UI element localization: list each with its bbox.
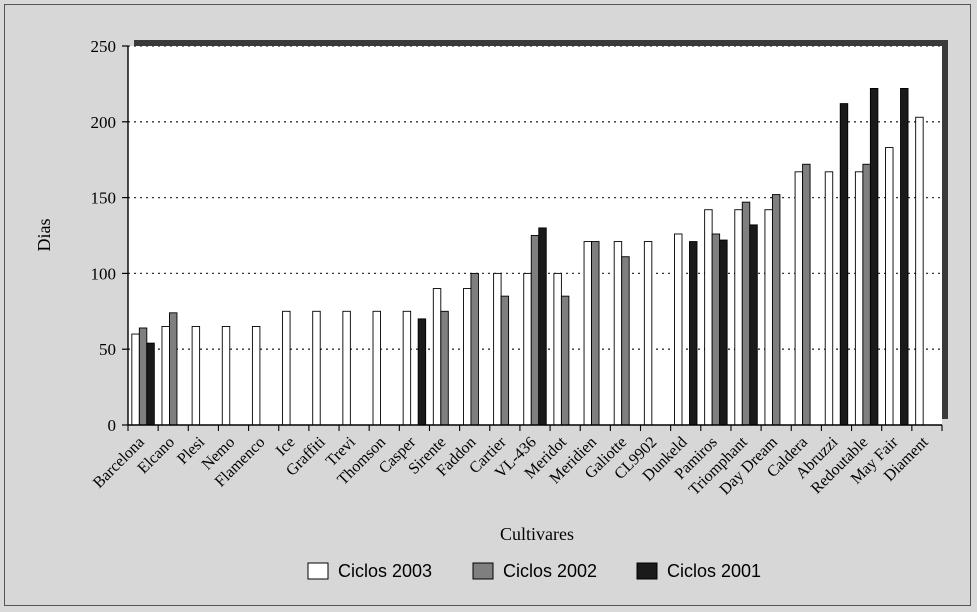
legend-label-ciclos-2003: Ciclos 2003 (338, 561, 432, 581)
bar-ciclos-2003-pamiros (704, 209, 713, 426)
y-axis-title: Dias (34, 219, 54, 252)
legend-label-ciclos-2001: Ciclos 2001 (667, 561, 761, 581)
bar-ciclos-2002-meridot (560, 295, 570, 426)
bar-ciclos-2003-triomphant (734, 209, 743, 426)
bar-ciclos-2003-sirente (432, 288, 442, 426)
bar-ciclos-2003-flamenco (251, 326, 261, 426)
bar-ciclos-2003-galiotte (613, 241, 623, 426)
bar-ciclos-2003-meridien (583, 241, 592, 426)
legend-swatch-ciclos-2001 (636, 562, 658, 580)
bar-ciclos-2002-day-dream (771, 194, 781, 426)
bar-ciclos-2002-elcano (169, 312, 178, 426)
legend-swatch-ciclos-2002 (472, 562, 494, 580)
y-tick-label: 0 (108, 416, 117, 435)
bars (131, 87, 924, 426)
bar-ciclos-2003-thomson (372, 310, 381, 426)
axes (127, 46, 942, 426)
y-axis-ticks: 0 50 100 150 200 250 (91, 37, 128, 435)
legend-swatch-ciclos-2003 (307, 562, 329, 580)
y-tick-label: 50 (99, 340, 116, 359)
legend: Ciclos 2003 Ciclos 2002 Ciclos 2001 (307, 561, 761, 581)
bar-ciclos-2003-faddon (463, 288, 472, 426)
bar-ciclos-2003-meridot (553, 272, 562, 426)
bar-ciclos-2003-day-dream (764, 209, 773, 426)
bar-ciclos-2003-cartier (493, 272, 502, 426)
y-tick-label: 250 (91, 37, 117, 56)
bar-ciclos-2002-redoutable (862, 163, 871, 426)
bar-ciclos-2003-barcelona (131, 333, 140, 426)
bar-ciclos-2003-ice (282, 310, 291, 426)
legend-label-ciclos-2002: Ciclos 2002 (503, 561, 597, 581)
y-tick-label: 150 (91, 189, 117, 208)
bar-ciclos-2001-pamiros (719, 239, 728, 426)
bar-ciclos-2003-plesi (191, 326, 201, 426)
bar-ciclos-2003-may-fair (885, 147, 894, 426)
bar-ciclos-2001-redoutable (869, 87, 879, 426)
bar-ciclos-2001-may-fair (900, 87, 909, 426)
bar-ciclos-2002-galiotte (621, 256, 630, 426)
bar-ciclos-2003-dunkeld (674, 233, 683, 426)
bar-ciclos-2003-abruzzi (824, 171, 834, 426)
bar-ciclos-2002-faddon (470, 272, 479, 426)
bar-ciclos-2001-triomphant (749, 224, 758, 426)
bar-ciclos-2003-elcano (161, 326, 170, 426)
bar-ciclos-2002-pamiros (711, 233, 721, 426)
bar-ciclos-2001-casper (417, 318, 427, 426)
bar-ciclos-2003-cl9902 (643, 241, 653, 426)
bar-ciclos-2002-vl-436 (530, 235, 540, 426)
bar-ciclos-2002-cartier (500, 295, 510, 426)
bar-ciclos-2003-nemo (221, 326, 231, 426)
bar-ciclos-2002-triomphant (741, 201, 751, 426)
bar-ciclos-2001-vl-436 (538, 227, 547, 426)
bar-ciclos-2001-dunkeld (689, 241, 698, 426)
bar-ciclos-2003-diament (915, 116, 924, 426)
y-tick-label: 200 (91, 113, 117, 132)
bar-ciclos-2002-barcelona (138, 327, 148, 426)
bar-ciclos-2003-redoutable (854, 171, 864, 426)
bar-ciclos-2003-trevi (342, 310, 351, 426)
bar-ciclos-2003-vl-436 (523, 272, 532, 426)
y-tick-label: 100 (91, 264, 117, 283)
bar-ciclos-2002-caldera (802, 163, 811, 426)
bar-ciclos-2003-caldera (794, 171, 804, 426)
bar-ciclos-2003-casper (402, 310, 412, 426)
x-axis-title: Cultivares (500, 524, 574, 544)
bar-ciclos-2001-abruzzi (839, 103, 849, 426)
bar-ciclos-2002-sirente (440, 310, 449, 426)
bar-ciclos-2002-meridien (591, 241, 600, 426)
bar-ciclos-2003-graffiti (312, 310, 321, 426)
bar-ciclos-2001-barcelona (146, 342, 155, 426)
